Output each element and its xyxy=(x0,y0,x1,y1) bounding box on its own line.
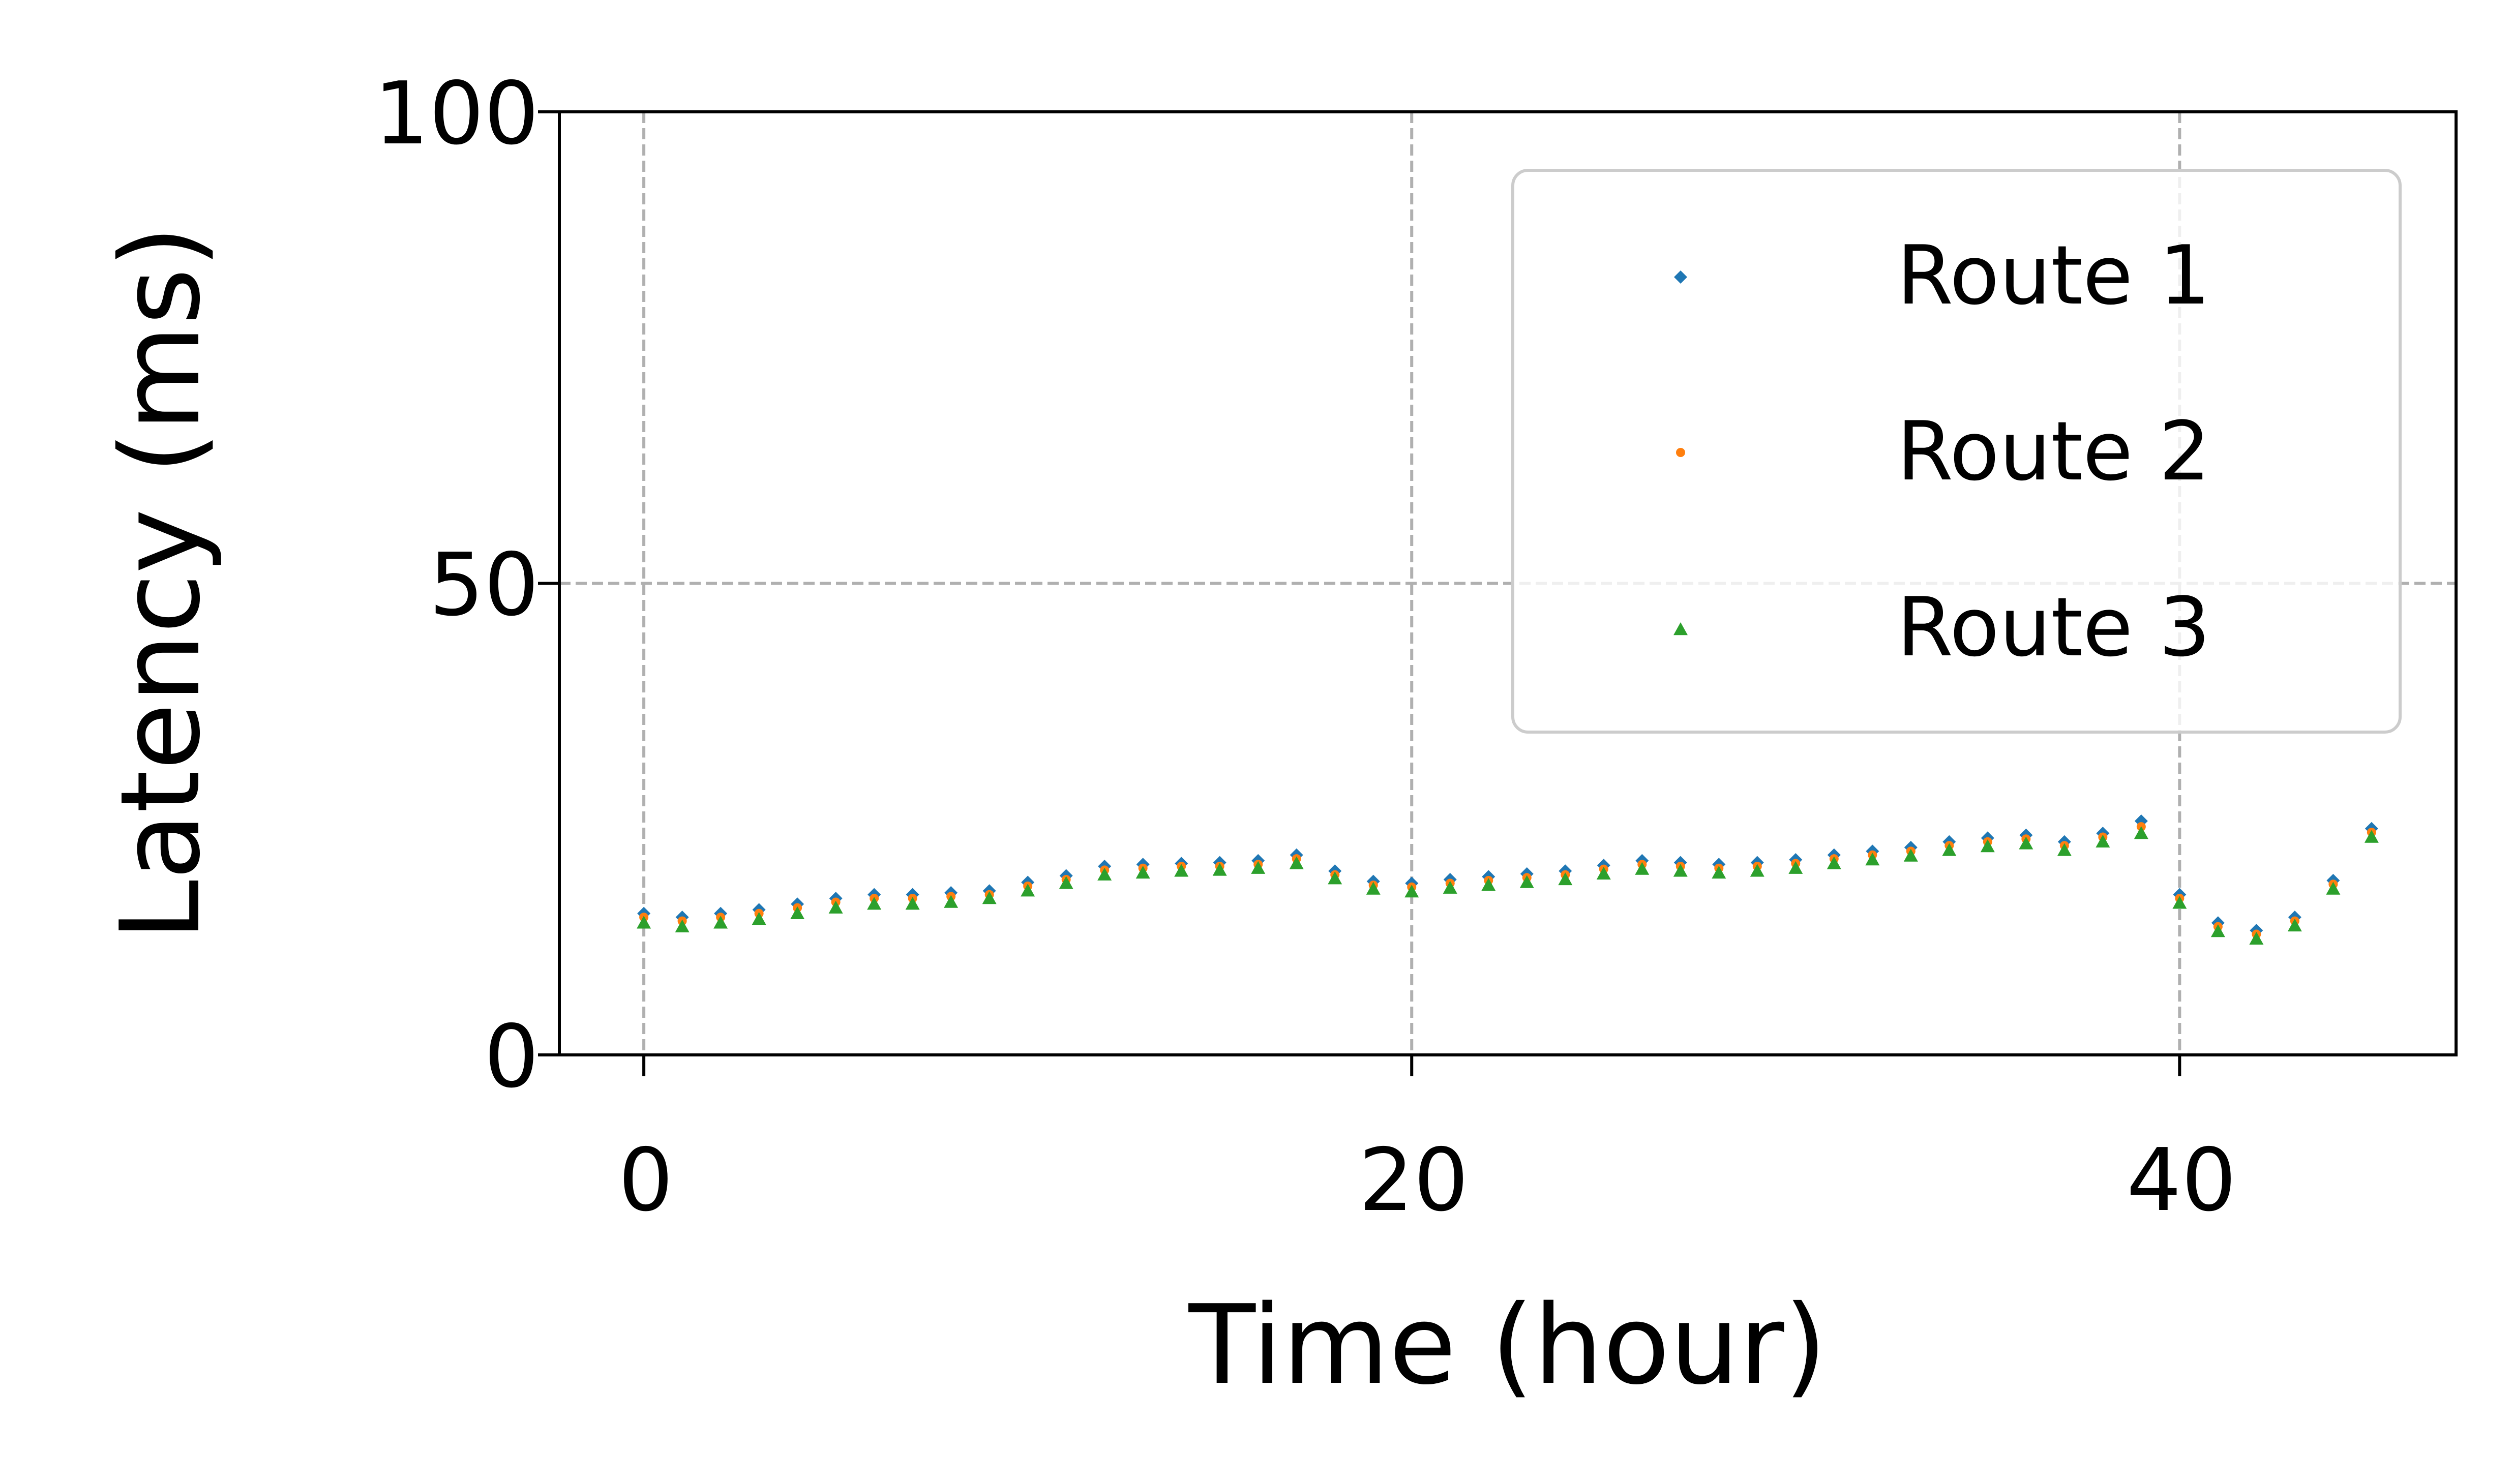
y-tick-label-1: 50 xyxy=(429,535,539,635)
series-route-3 xyxy=(637,826,2379,945)
data-point xyxy=(1328,871,1342,885)
data-point xyxy=(1827,856,1841,869)
data-point xyxy=(1212,863,1227,876)
data-point xyxy=(1021,884,1035,897)
y-tick-labels: 0 50 100 xyxy=(374,64,539,1107)
x-tick-labels: 0 20 40 xyxy=(618,1130,2236,1231)
legend-markers xyxy=(1673,270,1688,635)
legend-marker-route-2 xyxy=(1676,448,1685,457)
x-tick-label-0: 0 xyxy=(618,1130,673,1231)
data-point xyxy=(1903,849,1918,862)
data-point xyxy=(675,919,690,932)
data-point xyxy=(2057,843,2072,856)
data-point xyxy=(1673,864,1688,877)
data-point xyxy=(1289,856,1304,869)
data-point xyxy=(2249,931,2264,945)
data-point xyxy=(2134,826,2148,839)
data-point xyxy=(2210,924,2225,937)
data-point xyxy=(828,900,843,914)
y-axis-title: Latency (ms) xyxy=(97,225,224,941)
data-point xyxy=(2096,834,2110,847)
data-point xyxy=(1366,882,1381,895)
data-point xyxy=(905,897,920,910)
data-point xyxy=(637,916,651,929)
legend-label-route-1: Route 1 xyxy=(1897,228,2210,323)
legend-marker-route-3 xyxy=(1673,622,1688,635)
x-axis-title: Time (hour) xyxy=(1188,1281,1827,1409)
x-tick-label-2: 40 xyxy=(2127,1130,2236,1231)
data-point xyxy=(1558,872,1573,886)
legend-label-route-2: Route 2 xyxy=(1897,404,2210,499)
data-point xyxy=(1174,864,1189,877)
data-point xyxy=(1788,861,1803,874)
scatter-points xyxy=(637,814,2379,945)
legend-marker-route-1 xyxy=(1674,270,1687,284)
y-tick-label-2: 100 xyxy=(374,64,539,164)
data-point xyxy=(1596,866,1611,880)
data-point xyxy=(944,895,959,908)
data-point xyxy=(1712,865,1726,879)
data-point xyxy=(2326,882,2341,895)
data-point xyxy=(1750,864,1764,877)
data-point xyxy=(790,906,805,919)
data-point xyxy=(982,891,997,904)
data-point xyxy=(2364,830,2379,843)
data-point xyxy=(1097,867,1112,881)
data-point xyxy=(1135,865,1150,879)
data-point xyxy=(2287,918,2302,932)
data-point xyxy=(1481,878,1496,891)
data-point xyxy=(2172,896,2187,909)
axis-ticks xyxy=(538,110,2181,1076)
data-point xyxy=(1519,875,1534,888)
data-point xyxy=(1404,885,1419,898)
data-point xyxy=(867,897,882,910)
data-point xyxy=(1443,881,1457,894)
data-point xyxy=(1251,861,1266,874)
data-point xyxy=(2019,836,2033,850)
legend-label-route-3: Route 3 xyxy=(1897,580,2210,675)
legend: Route 1 Route 2 Route 3 xyxy=(1511,169,2402,734)
y-tick-label-0: 0 xyxy=(484,1007,539,1107)
data-point xyxy=(713,916,728,929)
data-point xyxy=(1942,843,1957,856)
data-point xyxy=(1059,876,1073,889)
data-point xyxy=(752,912,766,925)
legend-box xyxy=(1511,169,2402,734)
x-tick-label-1: 20 xyxy=(1359,1130,1469,1231)
data-point xyxy=(1980,839,1995,853)
data-point xyxy=(1865,853,1880,866)
data-point xyxy=(1635,862,1650,875)
